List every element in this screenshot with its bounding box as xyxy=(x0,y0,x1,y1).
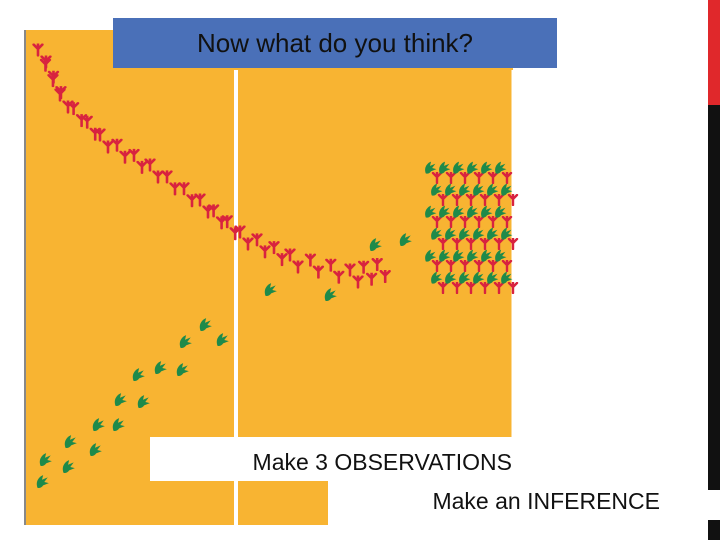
prompt: Make 3 OBSERVATIONS xyxy=(150,437,520,481)
accent-bar xyxy=(708,105,720,490)
accent-bar xyxy=(708,520,720,540)
accent-bar xyxy=(708,0,720,105)
title: Now what do you think? xyxy=(113,18,557,68)
prompt: Make an INFERENCE xyxy=(328,481,668,525)
